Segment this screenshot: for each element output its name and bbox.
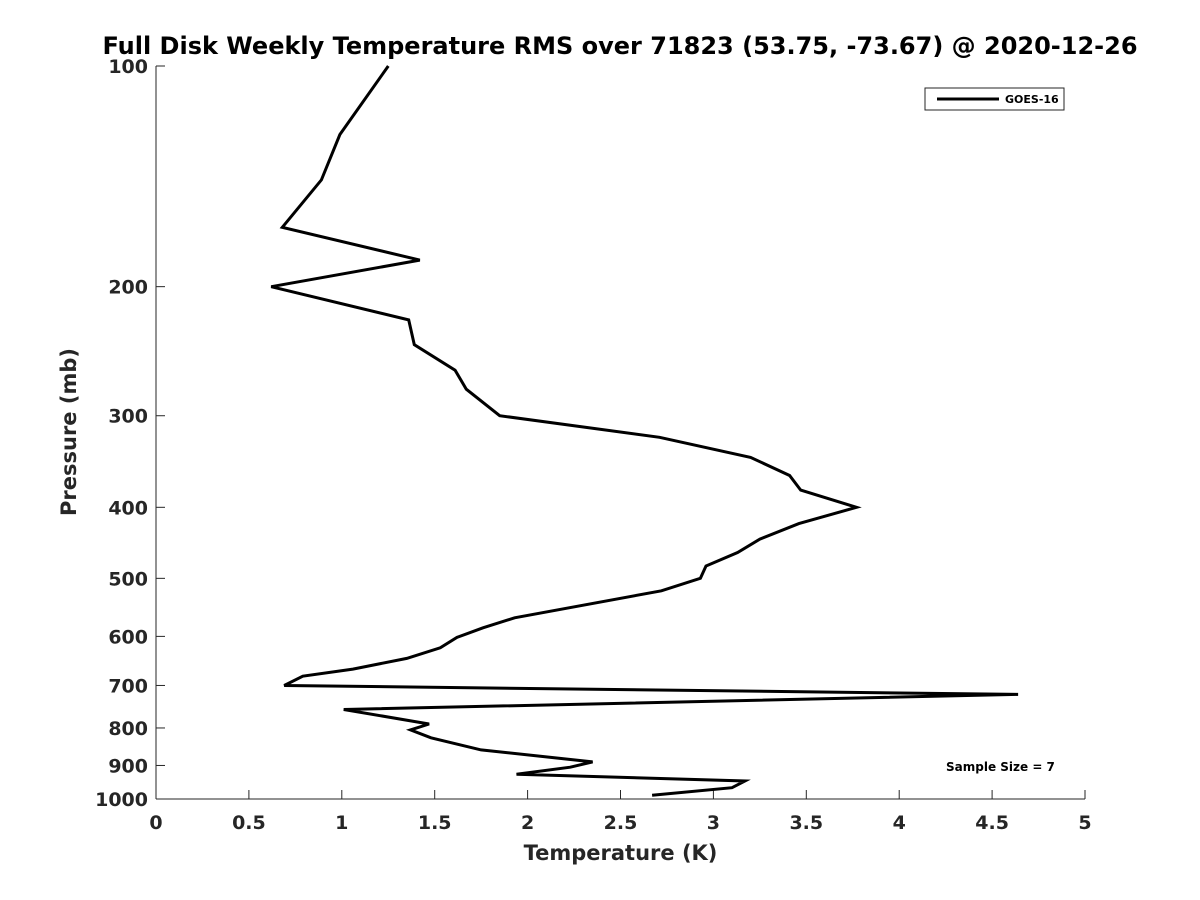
sample-size-annotation: Sample Size = 7 [946, 760, 1055, 774]
y-tick-label: 800 [108, 718, 148, 740]
y-tick-label: 500 [108, 568, 148, 590]
y-axis-label: Pressure (mb) [57, 348, 81, 516]
y-tick-label: 900 [108, 755, 148, 777]
y-tick-label: 400 [108, 497, 148, 519]
y-tick-label: 1000 [95, 789, 148, 811]
x-tick-label: 0.5 [232, 812, 266, 834]
x-axis-label: Temperature (K) [524, 841, 718, 865]
x-tick-label: 3.5 [789, 812, 823, 834]
legend: GOES-16 [924, 87, 1065, 111]
x-tick-label: 5 [1078, 812, 1091, 834]
y-tick-label: 200 [108, 277, 148, 299]
legend-label-goes-16: GOES-16 [1005, 93, 1059, 106]
x-tick-label: 1 [335, 812, 348, 834]
y-axis-ticks: 100 200 300 400 500 600 700 800 900 1000 [95, 56, 165, 811]
x-tick-label: 2.5 [604, 812, 638, 834]
y-tick-label: 700 [108, 675, 148, 697]
x-axis-ticks: 0 0.5 1 1.5 2 2.5 3 3.5 4 4.5 5 [149, 790, 1092, 834]
series-layer [270, 65, 1019, 797]
y-tick-label: 100 [108, 56, 148, 78]
x-tick-label: 4.5 [975, 812, 1009, 834]
x-tick-label: 3 [707, 812, 720, 834]
x-tick-label: 2 [521, 812, 534, 834]
series-line-goes-16 [270, 65, 1019, 797]
x-tick-label: 1.5 [418, 812, 452, 834]
x-tick-label: 0 [149, 812, 162, 834]
y-tick-label: 300 [108, 406, 148, 428]
y-tick-label: 600 [108, 626, 148, 648]
chart-title: Full Disk Weekly Temperature RMS over 71… [102, 32, 1137, 60]
x-tick-label: 4 [893, 812, 906, 834]
